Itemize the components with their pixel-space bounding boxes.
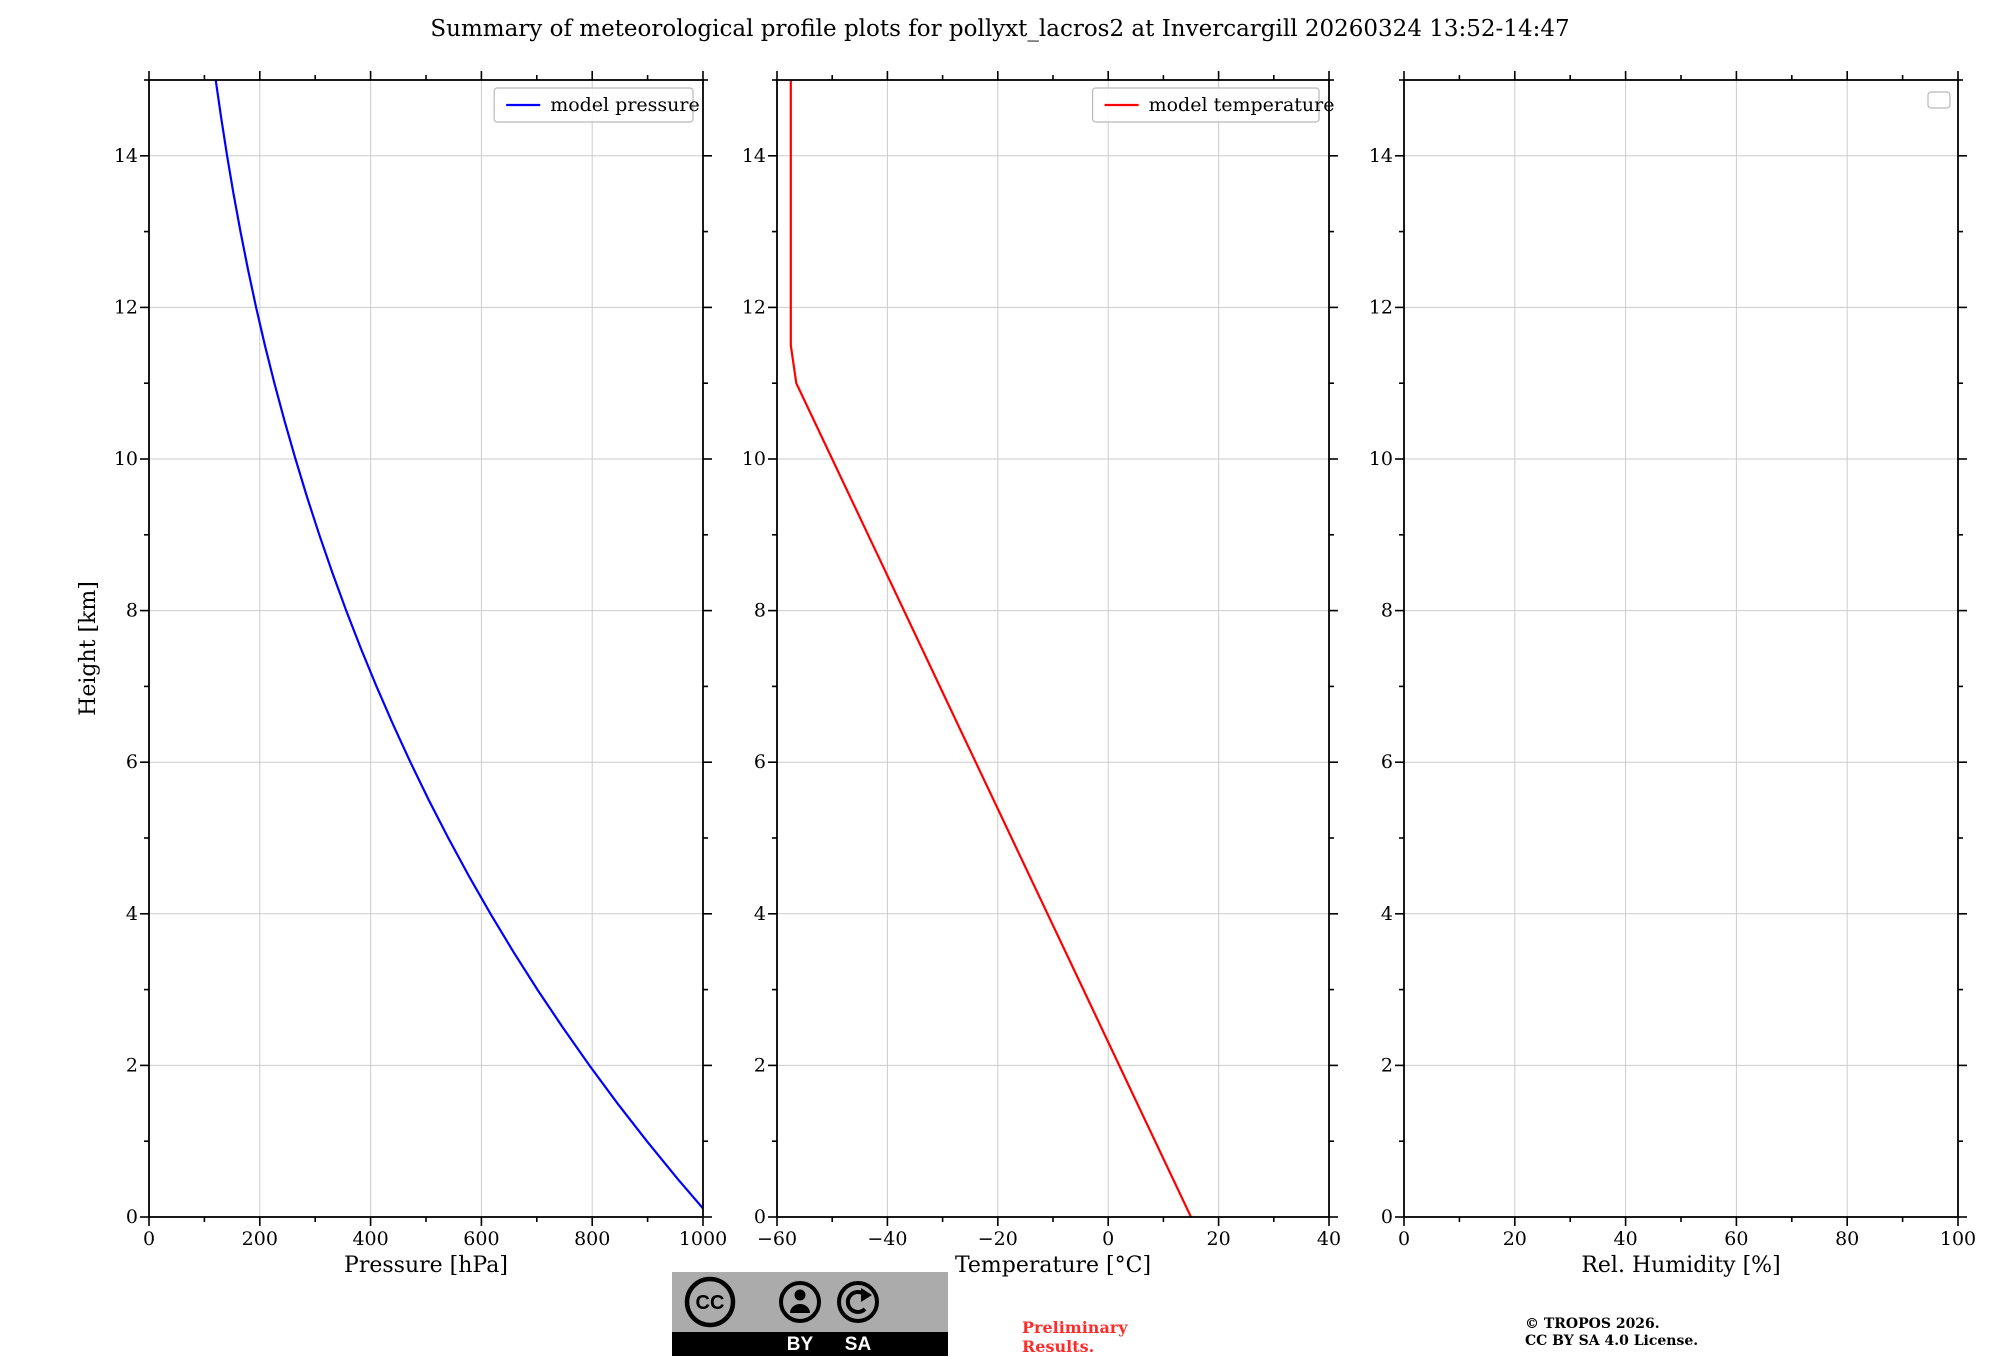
y-tick-label: 10 [1369,448,1393,470]
legend-label: model pressure [550,94,700,116]
x-tick-label: 20 [1207,1228,1231,1250]
y-tick-label: 10 [742,448,766,470]
x-tick-label: 200 [242,1228,278,1250]
subplot-1: 0 200 400 600 800 1000 0 2 4 6 8 10 12 14 Pressure [hP… [76,71,727,1278]
axes-frame [776,79,1330,1218]
badge-sa-label: SA [845,1334,872,1355]
x-axis-label: Temperature [°C] [955,1253,1151,1278]
copyright-note: © TROPOS 2026. CC BY SA 4.0 License. [1525,1316,1698,1350]
y-tick-label: 14 [742,145,766,167]
x-tick-label: 0 [1398,1228,1410,1250]
x-tick-label: 60 [1724,1228,1748,1250]
x-axis-label: Pressure [hPa] [344,1253,508,1278]
y-tick-label: 14 [114,145,138,167]
y-tick-label: 8 [1381,600,1393,622]
y-tick-label: 12 [742,296,766,318]
subplot-2: −60 −40 −20 0 20 40 0 2 4 6 8 10 12 14 Temperature [°C… [742,71,1341,1278]
y-tick-label: 4 [754,903,766,925]
y-axis-label: Height [km] [76,581,101,716]
series-model-pressure [214,80,703,1211]
x-tick-label: 1000 [679,1228,727,1250]
x-tick-label: 800 [574,1228,610,1250]
x-axis-label: Rel. Humidity [%] [1581,1253,1780,1278]
y-tick-label: 0 [1381,1206,1393,1228]
badge-by-label: BY [787,1334,814,1355]
y-tick-label: 8 [126,600,138,622]
preliminary-line1: Preliminary [1022,1318,1128,1337]
legend [493,87,694,123]
y-tick-label: 12 [114,296,138,318]
cc-by-sa-badge: CC BY SA [672,1272,948,1356]
x-tick-label: −20 [978,1228,1018,1250]
x-tick-label: 20 [1503,1228,1527,1250]
share-alike-icon [837,1281,879,1323]
attribution-person-icon [779,1281,821,1323]
subplot-3: 0 20 40 60 80 100 0 2 4 6 8 10 12 14 Rel. Humidity [%] [1369,71,1976,1278]
credit-line1: © TROPOS 2026. [1525,1316,1660,1332]
figure-title: Summary of meteorological profile plots … [430,16,1570,42]
svg-text:CC: CC [696,1292,725,1314]
y-tick-label: 0 [754,1206,766,1228]
badge-strip [672,1332,948,1356]
x-tick-label: 80 [1835,1228,1859,1250]
y-tick-label: 2 [1381,1054,1393,1076]
x-tick-label: −40 [867,1228,907,1250]
legend [1091,87,1320,123]
cc-by-sa-badge-image: CC BY SA [672,1272,948,1356]
x-tick-label: 40 [1317,1228,1341,1250]
legend-empty [1927,91,1951,109]
x-tick-label: 600 [463,1228,499,1250]
x-tick-label: 0 [143,1228,155,1250]
credit-line2: CC BY SA 4.0 License. [1525,1333,1699,1349]
axes-frame [1403,79,1959,1218]
legend-label: model temperature [1149,94,1335,116]
y-tick-label: 14 [1369,145,1393,167]
y-tick-label: 0 [126,1206,138,1228]
y-tick-label: 2 [126,1054,138,1076]
x-tick-label: 400 [352,1228,388,1250]
y-tick-label: 4 [126,903,138,925]
cc-icon: CC [684,1276,736,1328]
axes-frame [148,79,704,1218]
preliminary-results-note: Preliminary Results. [1022,1318,1128,1356]
y-tick-label: 12 [1369,296,1393,318]
y-tick-label: 2 [754,1054,766,1076]
y-tick-label: 6 [126,751,138,773]
x-tick-label: 0 [1102,1228,1114,1250]
x-tick-label: −60 [757,1228,797,1250]
x-tick-label: 100 [1940,1228,1976,1250]
y-tick-label: 10 [114,448,138,470]
preliminary-line2: Results. [1022,1337,1095,1356]
y-tick-label: 8 [754,600,766,622]
series-model-temperature [789,80,1192,1217]
y-tick-label: 6 [754,751,766,773]
y-tick-label: 4 [1381,903,1393,925]
x-tick-label: 40 [1614,1228,1638,1250]
y-tick-label: 6 [1381,751,1393,773]
